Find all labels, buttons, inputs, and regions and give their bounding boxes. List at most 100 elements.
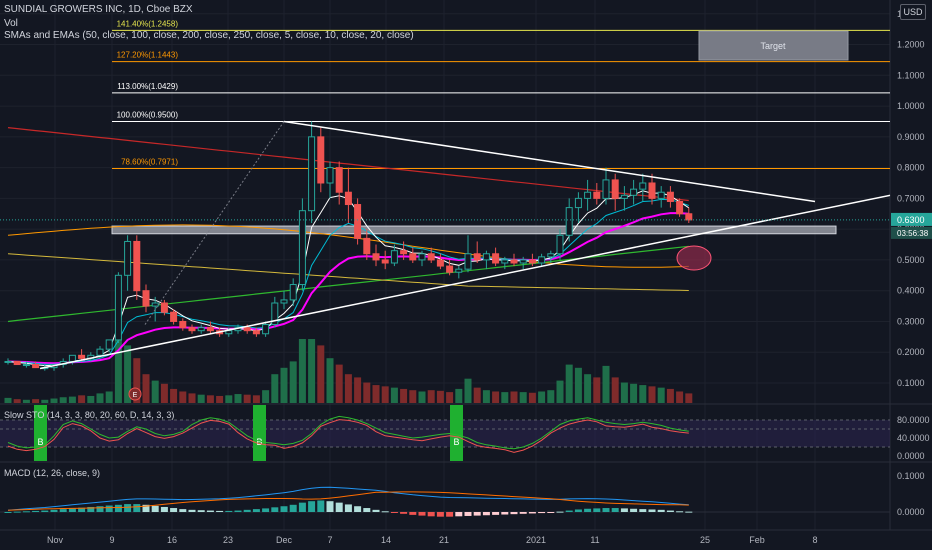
macd-histogram-bar (574, 509, 582, 512)
macd-histogram-bar (565, 510, 573, 512)
macd-histogram-bar (354, 506, 362, 512)
volume-bar (528, 392, 536, 403)
stochastic-tick-label: 0.0000 (897, 451, 925, 461)
candle-body (519, 259, 527, 264)
y-tick-label: 0.2000 (897, 347, 925, 357)
macd-histogram-bar (556, 511, 564, 513)
countdown-badge (891, 226, 932, 239)
macd-histogram-bar (538, 512, 546, 514)
y-tick-label: 0.5000 (897, 255, 925, 265)
volume-bar (206, 395, 214, 403)
candle-body (68, 354, 76, 362)
candle-body (335, 167, 343, 193)
fib-level-label: 100.00%(0.9500) (117, 110, 179, 119)
macd-histogram-bar (326, 501, 334, 512)
fib-level-label: 127.20%(1.1443) (117, 51, 179, 60)
volume-bar (335, 364, 343, 403)
candle-body (409, 253, 417, 261)
macd-histogram-bar (252, 509, 260, 512)
y-tick-label: 0.3000 (897, 316, 925, 326)
volume-bar (13, 399, 21, 403)
volume-bar (510, 391, 518, 403)
x-tick-label: 21 (439, 535, 449, 545)
macd-histogram-bar (59, 509, 67, 512)
macd-histogram-bar (151, 505, 159, 512)
macd-histogram-bar (160, 506, 168, 512)
volume-bar (234, 394, 242, 403)
candle-body (13, 360, 21, 366)
candle-body (326, 167, 334, 184)
candle-body (648, 182, 656, 199)
macd-histogram-bar (78, 507, 86, 512)
volume-bar (308, 339, 316, 403)
volume-bar (409, 390, 417, 403)
currency-button[interactable]: USD (900, 4, 926, 20)
sma200-line (7, 127, 689, 202)
volume-bar (170, 388, 178, 403)
x-tick-label: 16 (167, 535, 177, 545)
candle-body (262, 324, 270, 335)
macd-histogram-bar (400, 512, 408, 514)
fib-anchor-line (144, 121, 285, 325)
volume-bar (639, 385, 647, 403)
highlight-ellipse (676, 245, 712, 271)
candle-body (372, 253, 380, 261)
volume-bar (482, 390, 490, 403)
volume-bar (400, 388, 408, 403)
candle-body (676, 200, 684, 215)
target-label: Target (760, 41, 786, 51)
volume-bar (262, 390, 270, 403)
candle-body (556, 234, 564, 255)
macd-histogram-bar (657, 509, 665, 512)
volume-bar (446, 392, 454, 403)
macd-histogram-bar (620, 508, 628, 512)
sma250-line (7, 253, 689, 291)
candle-body (418, 253, 426, 261)
target-box (698, 30, 849, 61)
candle-body (400, 250, 408, 255)
macd-signal-line (7, 491, 689, 511)
macd-histogram-bar (436, 512, 444, 517)
macd-histogram-bar (179, 509, 187, 512)
candle-body (280, 299, 288, 304)
candle-body (630, 188, 638, 196)
last-price-badge (891, 212, 932, 226)
candle-body (538, 256, 546, 264)
candle-body (96, 348, 104, 356)
macd-histogram-bar (170, 508, 178, 512)
macd-histogram-bar (142, 504, 150, 512)
buy-signal-label: B (37, 437, 43, 447)
candle-body (593, 191, 601, 199)
volume-bar (225, 395, 233, 403)
macd-histogram-bar (197, 510, 205, 512)
x-tick-label: 14 (381, 535, 391, 545)
volume-bar (344, 374, 352, 403)
candle-body (317, 136, 325, 184)
macd-histogram-bar (280, 506, 288, 512)
macd-histogram-bar (298, 502, 306, 512)
macd-histogram-bar (676, 511, 684, 513)
candle-body (639, 182, 647, 190)
y-tick-label: 1.0000 (897, 101, 925, 111)
ema20-line (7, 212, 689, 365)
volume-bar (271, 374, 279, 403)
x-tick-label: 25 (700, 535, 710, 545)
volume-bar (556, 380, 564, 403)
volume-bar (68, 396, 76, 403)
volume-bar (666, 388, 674, 403)
macd-tick-label: 0.1000 (897, 471, 925, 481)
macd-histogram-bar (308, 501, 316, 512)
stochastic-title: Slow STO (14, 3, 3, 80, 20, 60, D, 14, 3… (4, 410, 174, 420)
volume-bar (326, 358, 334, 403)
x-tick-label: Dec (276, 535, 293, 545)
macd-histogram-bar (234, 510, 242, 512)
x-tick-label: 7 (327, 535, 332, 545)
buy-signal-bar (253, 405, 266, 461)
macd-histogram-bar (68, 508, 76, 512)
macd-histogram-bar (381, 511, 389, 513)
candle-body (455, 268, 463, 273)
volume-bar (179, 391, 187, 403)
macd-histogram-bar (41, 510, 49, 512)
candle-body (151, 302, 159, 307)
